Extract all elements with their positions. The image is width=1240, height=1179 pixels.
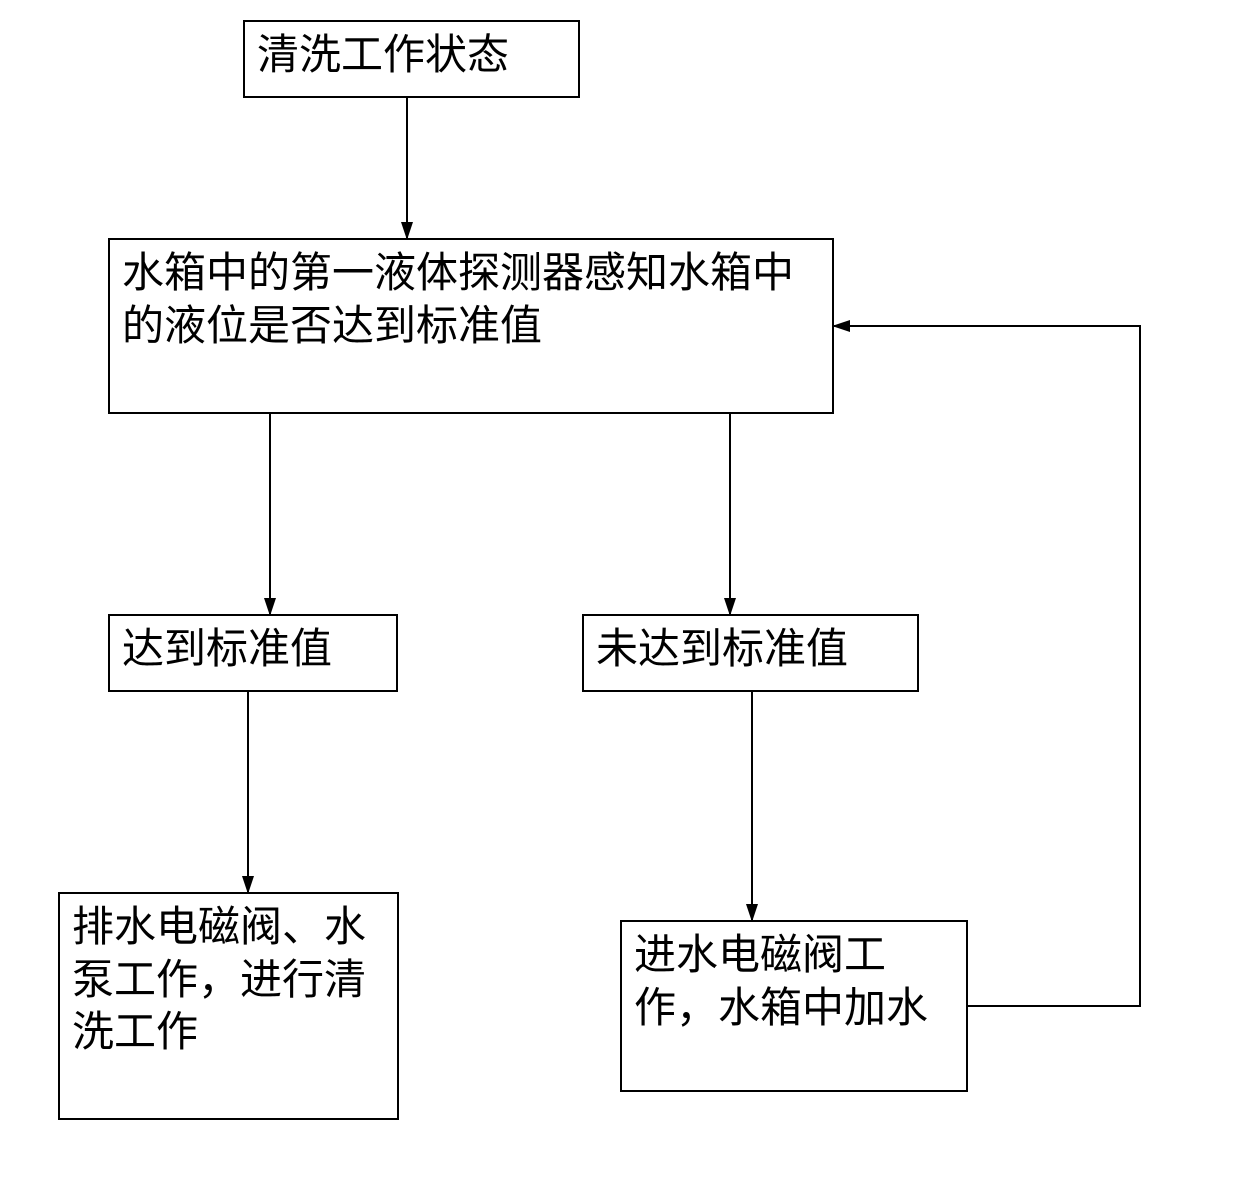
flowchart-node-n6: 进水电磁阀工作，水箱中加水	[620, 920, 968, 1092]
node-label: 未达到标准值	[596, 624, 905, 677]
flowchart-canvas: 清洗工作状态水箱中的第一液体探测器感知水箱中的液位是否达到标准值达到标准值 未达到…	[0, 0, 1240, 1179]
flowchart-node-n2: 水箱中的第一液体探测器感知水箱中的液位是否达到标准值	[108, 238, 834, 414]
node-label: 达到标准值	[122, 624, 384, 677]
node-label: 排水电磁阀、水泵工作，进行清洗工作	[72, 902, 385, 1060]
flowchart-node-n3: 达到标准值	[108, 614, 398, 692]
node-label: 清洗工作状态	[257, 30, 566, 83]
flowchart-node-n4: 未达到标准值	[582, 614, 919, 692]
node-label: 水箱中的第一液体探测器感知水箱中的液位是否达到标准值	[122, 248, 820, 353]
node-label: 进水电磁阀工作，水箱中加水	[634, 930, 954, 1035]
flowchart-node-n1: 清洗工作状态	[243, 20, 580, 98]
flowchart-node-n5: 排水电磁阀、水泵工作，进行清洗工作	[58, 892, 399, 1120]
